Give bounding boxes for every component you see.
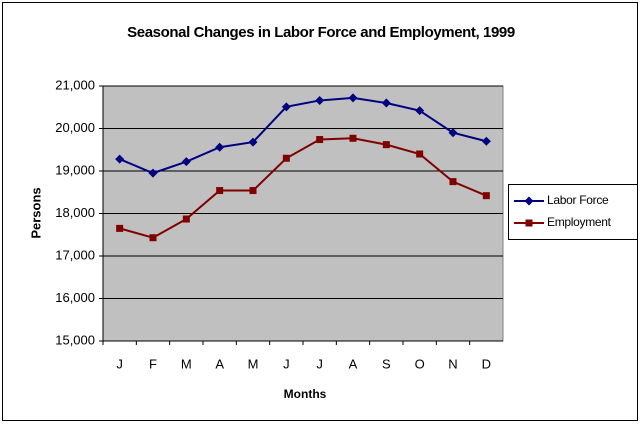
y-tick-label: 19,000 bbox=[55, 162, 95, 177]
legend bbox=[508, 184, 638, 240]
marker bbox=[448, 128, 458, 138]
series-line bbox=[119, 137, 487, 239]
marker bbox=[416, 150, 424, 158]
y-axis-label: Persons bbox=[28, 187, 43, 238]
x-tick-label: M bbox=[248, 356, 259, 371]
x-tick-label: J bbox=[316, 356, 323, 371]
marker bbox=[249, 187, 257, 195]
marker bbox=[316, 136, 324, 144]
marker bbox=[216, 187, 224, 195]
y-tick-label: 15,000 bbox=[55, 332, 95, 347]
marker bbox=[381, 98, 391, 108]
x-tick-label: J bbox=[116, 356, 123, 371]
marker bbox=[148, 168, 158, 178]
x-tick-label: A bbox=[349, 356, 358, 371]
marker bbox=[348, 93, 358, 103]
x-tick-label: N bbox=[448, 356, 457, 371]
y-tick-label: 17,000 bbox=[55, 247, 95, 262]
legend-label: Labor Force bbox=[547, 193, 609, 207]
x-tick-label: S bbox=[382, 356, 391, 371]
x-tick-label: D bbox=[482, 356, 491, 371]
chart-title: Seasonal Changes in Labor Force and Empl… bbox=[127, 24, 515, 41]
series-line bbox=[119, 96, 487, 175]
y-tick-label: 16,000 bbox=[55, 290, 95, 305]
marker bbox=[181, 157, 191, 167]
marker bbox=[524, 196, 534, 206]
x-tick-label: O bbox=[415, 356, 425, 371]
marker bbox=[115, 154, 125, 164]
x-axis-label: Months bbox=[284, 387, 327, 401]
y-tick-label: 20,000 bbox=[55, 120, 95, 135]
marker bbox=[481, 136, 491, 146]
marker bbox=[349, 134, 357, 142]
marker bbox=[248, 137, 258, 147]
x-tick-label: M bbox=[181, 356, 192, 371]
marker bbox=[281, 102, 291, 112]
y-tick-label: 21,000 bbox=[55, 77, 95, 92]
marker bbox=[149, 234, 157, 242]
legend-label: Employment bbox=[547, 215, 612, 229]
marker bbox=[182, 215, 190, 223]
x-tick-label: J bbox=[283, 356, 290, 371]
marker bbox=[449, 178, 457, 186]
x-tick-label: F bbox=[149, 356, 157, 371]
marker bbox=[415, 106, 425, 116]
marker bbox=[525, 219, 533, 227]
marker bbox=[315, 95, 325, 105]
y-tick-label: 18,000 bbox=[55, 205, 95, 220]
marker bbox=[382, 141, 390, 149]
x-tick-label: A bbox=[215, 356, 224, 371]
marker bbox=[482, 192, 490, 200]
marker bbox=[215, 142, 225, 152]
marker bbox=[116, 224, 124, 232]
marker bbox=[282, 154, 290, 162]
